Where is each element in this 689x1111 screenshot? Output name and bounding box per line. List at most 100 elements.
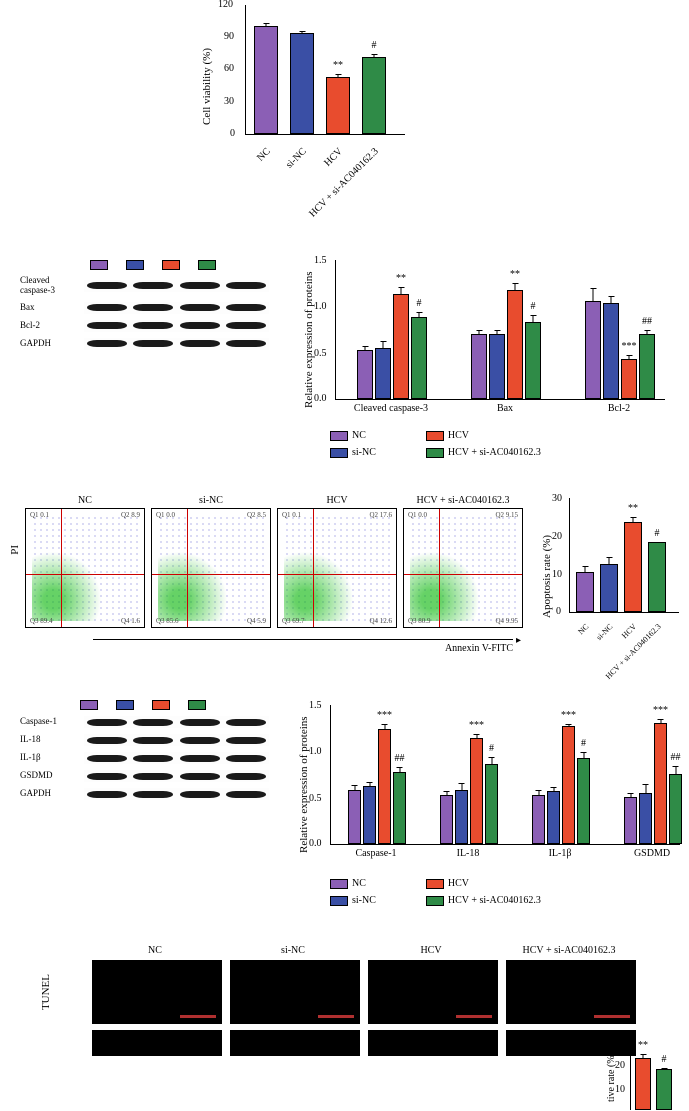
swatch-hcv xyxy=(152,700,170,710)
bar xyxy=(547,791,560,844)
legend-item: si-NC xyxy=(330,895,376,906)
wb-band xyxy=(84,716,269,728)
viability-chart: 120 90 60 30 0 Cell viability (%) **# xyxy=(245,5,405,135)
panel-e-bar-partial: tive rate (%) 30 20 10 **# xyxy=(612,1040,689,1110)
bar: ** xyxy=(635,1058,651,1111)
bar xyxy=(600,564,618,612)
bar: ## xyxy=(639,334,655,399)
plot-area: 30 20 10 0 **# xyxy=(569,498,679,613)
x-axis-label: Annexin V-FITC xyxy=(25,643,513,654)
quad-label: Q2 8.5 xyxy=(247,511,266,519)
wb-band xyxy=(84,788,269,800)
bar: ** xyxy=(624,522,642,612)
swatch-hcvsi xyxy=(198,260,216,270)
bar: # xyxy=(411,317,427,399)
flow-title: NC xyxy=(25,495,145,506)
swatch-sinc xyxy=(126,260,144,270)
legend-label: NC xyxy=(352,430,366,441)
bar xyxy=(357,350,373,399)
quad-label: Q2 9.15 xyxy=(495,511,518,519)
legend-b: NC HCV si-NC HCV + si-AC040162.3 xyxy=(330,430,541,458)
bar xyxy=(639,793,652,844)
tunel-title: HCV + si-AC040162.3 xyxy=(504,945,634,956)
legend-label: NC xyxy=(352,878,366,889)
ytick: 20 xyxy=(552,531,562,542)
quad-label: Q3 69.7 xyxy=(282,617,305,625)
ytick: 0.0 xyxy=(314,393,327,404)
panel-d-western: Caspase-1IL-18IL-1βGSDMDGAPDH xyxy=(20,700,270,806)
wb-band xyxy=(84,320,269,332)
tunel-image xyxy=(230,960,360,1024)
grouped-bars: **#**#***## xyxy=(348,290,664,399)
tunel-image xyxy=(506,960,636,1024)
legend-label: si-NC xyxy=(352,895,376,906)
legend-label: HCV xyxy=(448,878,469,889)
quad-label: Q4 5.9 xyxy=(247,617,266,625)
legend-label: HCV + si-AC040162.3 xyxy=(448,895,541,906)
flow-title: HCV xyxy=(277,495,397,506)
wb-label: GSDMD xyxy=(20,771,78,781)
legend-label: HCV + si-AC040162.3 xyxy=(448,447,541,458)
quad-label: Q2 8.9 xyxy=(121,511,140,519)
bar xyxy=(290,33,314,134)
swatch-nc xyxy=(90,260,108,270)
bar: ** xyxy=(326,77,350,134)
ytick: 1.0 xyxy=(309,746,322,757)
panel-b-chart: Relative expression of proteins 1.5 1.0 … xyxy=(305,250,675,430)
category-labels: Cleaved caspase-3BaxBcl-2 xyxy=(347,403,663,414)
y-axis-label: Cell viability (%) xyxy=(201,25,213,125)
quad-label: Q3 89.4 xyxy=(30,617,53,625)
wb-label: Bcl-2 xyxy=(20,321,78,331)
wb-swatches xyxy=(80,700,270,710)
ytick: 10 xyxy=(552,569,562,580)
bar: # xyxy=(525,322,541,399)
legend-item: HCV + si-AC040162.3 xyxy=(426,447,541,458)
wb-band xyxy=(84,338,269,350)
bar: # xyxy=(362,57,386,134)
legend-item: HCV xyxy=(426,878,541,889)
wb-label: Caspase-1 xyxy=(20,717,78,727)
bar xyxy=(363,786,376,844)
bar: *** xyxy=(621,359,637,399)
quad-label: Q3 85.6 xyxy=(156,617,179,625)
bar xyxy=(489,334,505,399)
wb-label: GAPDH xyxy=(20,789,78,799)
bar xyxy=(455,790,468,844)
quad-label: Q3 80.9 xyxy=(408,617,431,625)
flow-plot: Q1 0.1Q2 8.9Q3 89.4Q4 1.6 xyxy=(25,508,145,628)
wb-label: IL-18 xyxy=(20,735,78,745)
category-labels: Caspase-1IL-18IL-1βGSDMD xyxy=(340,848,688,859)
bar: ** xyxy=(507,290,523,399)
tunel-image xyxy=(368,1030,498,1056)
swatch-hcv xyxy=(162,260,180,270)
plot-area: 1.5 1.0 0.5 0.0 ***##***#***#***## xyxy=(330,705,680,845)
bar: # xyxy=(485,764,498,844)
wb-band xyxy=(84,302,269,314)
quad-label: Q4 9.95 xyxy=(495,617,518,625)
ytick: 60 xyxy=(224,63,234,74)
wb-band xyxy=(84,280,269,292)
bar xyxy=(471,334,487,399)
panel-e-tunel: NCsi-NCHCVHCV + si-AC040162.3 TUNEL xyxy=(40,945,636,1056)
legend-item: NC xyxy=(330,430,376,441)
flow-title: si-NC xyxy=(151,495,271,506)
grouped-bars: ***##***#***#***## xyxy=(341,723,689,844)
bar xyxy=(440,795,453,844)
bar-group: **# xyxy=(254,26,386,134)
quad-label: Q1 0.0 xyxy=(408,511,427,519)
legend-item: HCV xyxy=(426,430,541,441)
ytick: 30 xyxy=(615,1036,625,1047)
bar xyxy=(348,790,361,844)
wb-label: GAPDH xyxy=(20,339,78,349)
bar-group: **# xyxy=(635,1058,672,1111)
panel-a: 120 90 60 30 0 Cell viability (%) **# NC… xyxy=(200,0,440,220)
legend-item: si-NC xyxy=(330,447,376,458)
bar: ** xyxy=(393,294,409,399)
wb-band xyxy=(84,734,269,746)
legend-d: NC HCV si-NC HCV + si-AC040162.3 xyxy=(330,878,541,906)
flow-row: NCQ1 0.1Q2 8.9Q3 89.4Q4 1.6si-NCQ1 0.0Q2… xyxy=(25,495,523,628)
ytick: 30 xyxy=(552,493,562,504)
y-axis-label: Relative expression of proteins xyxy=(303,268,315,408)
bar xyxy=(585,301,601,399)
legend-label: HCV xyxy=(448,430,469,441)
